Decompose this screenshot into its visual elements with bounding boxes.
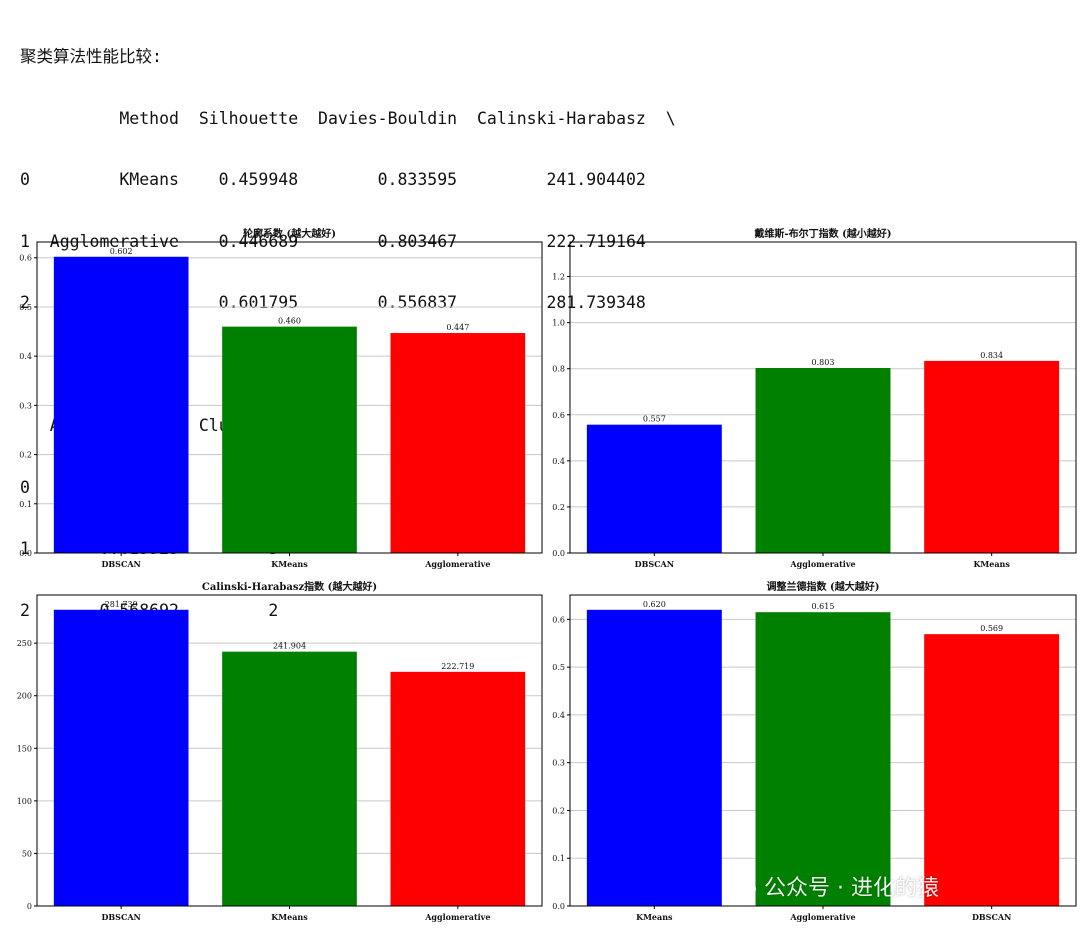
bar-kmeans <box>222 651 357 906</box>
y-tick-label: 150 <box>17 744 32 753</box>
y-tick-label: 0.5 <box>19 303 32 312</box>
y-tick-label: 0.2 <box>552 806 565 815</box>
davies-bouldin-chart: 戴维斯-布尔丁指数 (越小越好) 0.0 0.2 0.4 0.6 0.8 1.0 1.2 0.5… <box>538 222 1080 574</box>
y-tick-label: 0.0 <box>552 549 565 558</box>
bar-value-label: 0.834 <box>980 351 1003 360</box>
y-tick-label: 0.5 <box>552 663 565 672</box>
y-tick-label: 0.1 <box>552 854 565 863</box>
chart-title: 调整兰德指数 (越大越好) <box>767 580 880 593</box>
axes-frame <box>569 241 1077 554</box>
bar-value-label: 0.569 <box>980 624 1003 633</box>
table1-col-silhouette: Silhouette <box>178 108 299 128</box>
y-tick-label: 0.6 <box>19 254 32 263</box>
x-tick-label: Agglomerative <box>424 912 490 922</box>
x-tick-label: Agglomerative <box>424 559 490 569</box>
y-tick-label: 200 <box>17 692 32 701</box>
bar-value-label: 0.803 <box>812 358 835 367</box>
table1-col-method: Method <box>20 108 179 128</box>
table1-continuation: \ <box>645 108 676 128</box>
y-tick-label: 0 <box>27 902 32 911</box>
watermark-text: 公众号 · 进化的猿 <box>764 876 939 901</box>
y-tick-label: 0.6 <box>552 411 565 420</box>
console-header: 聚类算法性能比较: <box>20 47 162 66</box>
x-tick-label: KMeans <box>973 559 1010 569</box>
x-tick-label: Agglomerative <box>789 912 855 922</box>
y-tick-label: 0.1 <box>19 500 32 509</box>
adjusted-rand-chart: 调整兰德指数 (越大越好) 0.0 0.1 0.2 0.3 0.4 0.5 0.6 0.620 K… <box>538 574 1080 930</box>
chart-title: 戴维斯-布尔丁指数 (越小越好) <box>754 227 891 240</box>
x-tick-label: KMeans <box>271 912 308 922</box>
y-tick-label: 1.0 <box>552 319 565 328</box>
x-tick-label: DBSCAN <box>972 912 1011 922</box>
bar-dbscan <box>924 634 1060 906</box>
bar-dbscan <box>53 256 189 553</box>
y-tick-label: 0.2 <box>19 451 32 460</box>
bar-value-label: 0.557 <box>643 415 666 424</box>
bar-agglomerative <box>755 612 891 906</box>
y-tick-label: 50 <box>22 849 32 858</box>
table1-row: 1 Agglomerative 0.446689 0.803467 222.71… <box>20 231 646 251</box>
davies-bouldin-chart-svg: 戴维斯-布尔丁指数 (越小越好) 0.0 0.2 0.4 0.6 0.8 1.0 1.2 0.5… <box>552 227 1077 569</box>
axes-frame <box>569 594 1077 907</box>
x-tick-label: KMeans <box>271 559 308 569</box>
bar-value-label: 0.602 <box>110 247 133 256</box>
bar-value-label: 0.615 <box>812 602 835 611</box>
bar-value-label: 0.447 <box>446 323 469 332</box>
x-tick-label: DBSCAN <box>101 912 140 922</box>
y-tick-label: 0.4 <box>552 711 565 720</box>
table1-col-davies-bouldin: Davies-Bouldin <box>298 108 458 128</box>
y-tick-label: 0.6 <box>552 615 565 624</box>
bar-agglomerative <box>390 671 526 906</box>
calinski-harabasz-chart: Calinski-Harabasz指数 (越大越好) 0 50 100 150 200 25… <box>0 574 545 930</box>
silhouette-chart-svg: 轮廓系数 (越大越好) 0.0 0.1 0.2 0.3 0.4 0.5 0.6 0.602 DBS… <box>19 227 543 569</box>
bar-kmeans <box>924 360 1060 553</box>
watermark: 公众号 · 进化的猿 <box>728 870 939 902</box>
y-tick-label: 0.4 <box>19 352 32 361</box>
table1-col-calinski: Calinski-Harabasz <box>457 108 646 128</box>
chart-title: 轮廓系数 (越大越好) <box>243 227 336 240</box>
calinski-harabasz-chart-svg: Calinski-Harabasz指数 (越大越好) 0 50 100 150 200 25… <box>17 580 543 922</box>
chart-title: Calinski-Harabasz指数 (越大越好) <box>202 580 377 593</box>
bar-value-label: 241.904 <box>273 642 306 651</box>
bar-value-label: 0.460 <box>278 317 301 326</box>
bar-dbscan <box>586 424 722 553</box>
y-tick-label: 100 <box>17 797 32 806</box>
table1-header-row: Method Silhouette Davies-Bouldin Calinsk… <box>20 108 676 130</box>
x-tick-label: DBSCAN <box>635 559 674 569</box>
bar-agglomerative <box>390 333 526 553</box>
y-tick-label: 1.2 <box>552 273 565 282</box>
bar-kmeans <box>222 326 357 553</box>
x-tick-label: KMeans <box>636 912 673 922</box>
bar-agglomerative <box>755 368 891 553</box>
y-tick-label: 0.2 <box>552 503 565 512</box>
table1-row: 0 KMeans 0.459948 0.833595 241.904402 <box>20 170 646 189</box>
adjusted-rand-chart-svg: 调整兰德指数 (越大越好) 0.0 0.1 0.2 0.3 0.4 0.5 0.6 0.620 K… <box>552 580 1077 922</box>
axes-frame <box>36 594 543 907</box>
wechat-icon <box>728 874 756 898</box>
bar-value-label: 281.739 <box>105 600 138 609</box>
bar-dbscan <box>53 609 189 906</box>
y-tick-label: 0.0 <box>19 549 32 558</box>
y-tick-label: 0.0 <box>552 902 565 911</box>
bar-value-label: 0.620 <box>643 600 666 609</box>
bar-kmeans <box>586 609 722 906</box>
y-tick-label: 0.3 <box>19 401 32 410</box>
silhouette-chart: 轮廓系数 (越大越好) 0.0 0.1 0.2 0.3 0.4 0.5 0.6 0.602 DBS… <box>0 222 545 574</box>
x-tick-label: Agglomerative <box>789 559 855 569</box>
y-tick-label: 0.8 <box>552 365 565 374</box>
x-tick-label: DBSCAN <box>101 559 140 569</box>
y-tick-label: 250 <box>17 639 32 648</box>
y-tick-label: 0.3 <box>552 759 565 768</box>
bar-value-label: 222.719 <box>441 662 474 671</box>
axes-frame <box>36 241 543 554</box>
y-tick-label: 0.4 <box>552 457 565 466</box>
